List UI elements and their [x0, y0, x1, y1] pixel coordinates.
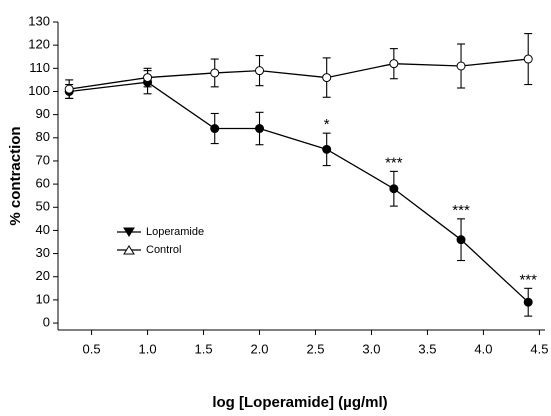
x-tick-label: 2.5 — [306, 341, 324, 356]
significance-label: *** — [519, 271, 537, 288]
series-line — [69, 81, 529, 303]
y-tick-label: 10 — [36, 291, 50, 306]
series-line — [69, 58, 529, 90]
y-tick-label: 50 — [36, 199, 50, 214]
significance-label: *** — [385, 154, 403, 171]
x-axis-label: log [Loperamide] (µg/ml) — [212, 394, 387, 411]
y-tick-label: 60 — [36, 176, 50, 191]
significance-label: *** — [452, 202, 470, 219]
y-tick-label: 90 — [36, 106, 50, 121]
y-tick-label: 130 — [28, 13, 50, 28]
data-point — [389, 184, 399, 194]
legend-label: Control — [146, 244, 181, 256]
y-tick-label: 30 — [36, 245, 50, 260]
x-tick-label: 2.0 — [250, 341, 268, 356]
y-tick-label: 110 — [29, 60, 50, 75]
data-point — [523, 54, 533, 64]
y-tick-label: 0 — [43, 314, 50, 329]
y-tick-label: 20 — [36, 268, 50, 283]
x-tick-label: 1.0 — [139, 341, 157, 356]
x-tick-label: 1.5 — [195, 341, 213, 356]
significance-label: * — [324, 116, 330, 133]
data-point — [210, 68, 220, 78]
data-point — [389, 59, 399, 69]
legend-marker — [123, 227, 135, 237]
data-point — [456, 235, 466, 245]
x-tick-label: 4.5 — [530, 341, 548, 356]
data-point — [143, 73, 153, 83]
y-tick-label: 80 — [36, 129, 50, 144]
y-axis-label: % contraction — [7, 126, 24, 225]
x-tick-label: 3.0 — [362, 341, 380, 356]
legend-label: Loperamide — [146, 226, 204, 238]
y-tick-label: 100 — [28, 83, 50, 98]
y-tick-label: 40 — [36, 222, 50, 237]
data-point — [255, 124, 265, 134]
x-tick-label: 0.5 — [83, 341, 101, 356]
x-tick-label: 3.5 — [418, 341, 436, 356]
data-point — [523, 297, 533, 307]
data-point — [255, 66, 265, 76]
data-point — [210, 124, 220, 134]
y-tick-label: 70 — [36, 152, 50, 167]
data-point — [322, 73, 332, 83]
legend-marker — [123, 245, 135, 255]
x-tick-label: 4.0 — [474, 341, 492, 356]
data-point — [456, 61, 466, 71]
data-point — [64, 84, 74, 94]
y-tick-label: 120 — [28, 37, 50, 52]
data-point — [322, 144, 332, 154]
